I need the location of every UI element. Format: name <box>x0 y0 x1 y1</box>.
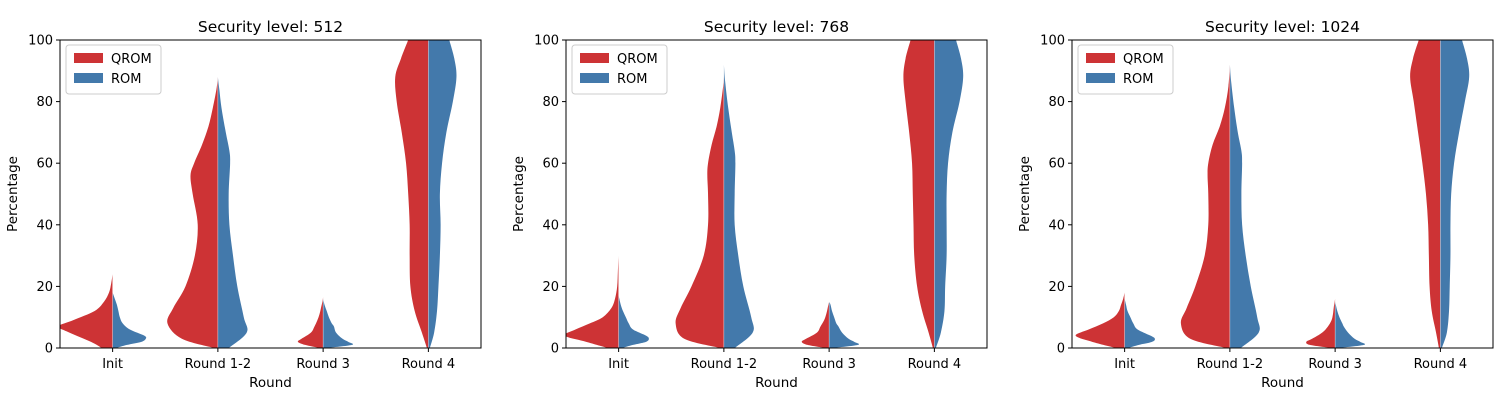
y-tick-label: 100 <box>28 34 53 49</box>
x-axis-label: Round <box>249 375 292 391</box>
violin-qrom-round-3 <box>1306 298 1336 348</box>
legend-swatch-qrom <box>580 53 609 63</box>
y-tick-label: 40 <box>1048 218 1065 233</box>
violin-rom-init <box>1124 298 1155 348</box>
y-tick-label: 60 <box>1048 157 1065 172</box>
violin-qrom-round-1-2 <box>1180 64 1230 348</box>
violins <box>566 40 964 348</box>
y-tick-label: 60 <box>542 157 559 172</box>
violins <box>60 40 457 348</box>
violin-qrom-round-1-2 <box>675 76 724 348</box>
y-tick-label: 40 <box>542 218 559 233</box>
y-tick-label: 20 <box>1048 280 1065 295</box>
chart-title: Security level: 768 <box>704 18 849 36</box>
plot-frame <box>1071 39 1494 349</box>
y-tick-label: 60 <box>36 157 53 172</box>
x-axis-label: Round <box>755 375 798 391</box>
y-axis-label: Percentage <box>5 156 21 232</box>
x-tick-label: Init <box>1114 357 1135 372</box>
violin-rom-round-3 <box>1335 301 1366 348</box>
x-tick-label: Round 3 <box>296 357 350 372</box>
y-tick-label: 100 <box>1040 34 1065 49</box>
violin-rom-round-1-2 <box>723 64 754 348</box>
y-tick-label: 100 <box>534 34 559 49</box>
y-tick-label: 0 <box>45 342 53 357</box>
violin-qrom-round-3 <box>801 301 830 348</box>
violin-rom-round-1-2 <box>217 76 248 348</box>
violin-rom-round-4 <box>428 40 457 348</box>
y-tick-label: 20 <box>36 280 53 295</box>
y-axis-label: Percentage <box>1017 156 1033 232</box>
violin-qrom-init <box>60 274 113 348</box>
legend-swatch-rom <box>580 73 609 83</box>
legend-label-rom: ROM <box>1123 72 1153 87</box>
violin-rom-init <box>112 292 147 348</box>
violin-rom-round-3 <box>323 298 354 348</box>
chart-title: Security level: 512 <box>198 18 343 36</box>
chart-title: Security level: 1024 <box>1205 18 1360 36</box>
legend-swatch-rom <box>1086 73 1115 83</box>
legend-swatch-qrom <box>74 53 103 63</box>
y-axis-label: Percentage <box>511 156 527 232</box>
violin-qrom-round-4 <box>1410 40 1441 348</box>
plot-frame <box>59 39 482 349</box>
plot-frame <box>565 39 988 349</box>
legend-label-qrom: QROM <box>1123 52 1164 67</box>
chart-panel-3: 0 20 40 60 80 100 Init Round 1-2 Round 3 Round 4 S… <box>1017 18 1494 391</box>
y-tick-label: 40 <box>36 218 53 233</box>
x-tick-label: Round 3 <box>1308 357 1362 372</box>
x-tick-label: Round 1-2 <box>691 357 758 372</box>
x-axis-label: Round <box>1261 375 1304 391</box>
x-tick-label: Round 4 <box>908 357 962 372</box>
y-tick-label: 0 <box>551 342 559 357</box>
x-tick-label: Round 1-2 <box>185 357 252 372</box>
violin-qrom-init <box>566 255 619 348</box>
x-tick-label: Init <box>102 357 123 372</box>
legend-swatch-rom <box>74 73 103 83</box>
legend-label-rom: ROM <box>617 72 647 87</box>
violin-rom-round-4 <box>1440 40 1470 348</box>
violin-qrom-round-4 <box>903 40 935 348</box>
legend-label-qrom: QROM <box>111 52 152 67</box>
chart-panel-2: 0 20 40 60 80 100 Init Round 1-2 Round 3 Round 4 S… <box>511 18 988 391</box>
violin-rom-init <box>618 295 649 348</box>
x-tick-label: Init <box>608 357 629 372</box>
legend-label-qrom: QROM <box>617 52 658 67</box>
violin-rom-round-1-2 <box>1229 64 1260 348</box>
violin-rom-round-4 <box>934 40 964 348</box>
x-tick-label: Round 4 <box>1414 357 1468 372</box>
legend: QROM ROM <box>1077 44 1174 95</box>
violin-qrom-init <box>1075 292 1125 348</box>
y-tick-label: 20 <box>542 280 559 295</box>
legend-swatch-qrom <box>1086 53 1115 63</box>
y-tick-label: 80 <box>542 95 559 110</box>
legend-label-rom: ROM <box>111 72 141 87</box>
violin-qrom-round-1-2 <box>167 76 218 348</box>
violin-rom-round-3 <box>829 301 860 348</box>
legend: QROM ROM <box>65 44 162 95</box>
legend: QROM ROM <box>571 44 668 95</box>
violin-qrom-round-3 <box>297 297 324 348</box>
y-tick-label: 80 <box>36 95 53 110</box>
y-tick-label: 80 <box>1048 95 1065 110</box>
chart-panel-1: 0 20 40 60 80 100 Init Round 1-2 Round 3 Round 4 S… <box>5 18 482 391</box>
x-tick-label: Round 3 <box>802 357 856 372</box>
y-tick-label: 0 <box>1057 342 1065 357</box>
x-tick-label: Round 4 <box>402 357 456 372</box>
x-tick-label: Round 1-2 <box>1197 357 1264 372</box>
violins <box>1075 40 1470 348</box>
violin-qrom-round-4 <box>395 40 429 348</box>
